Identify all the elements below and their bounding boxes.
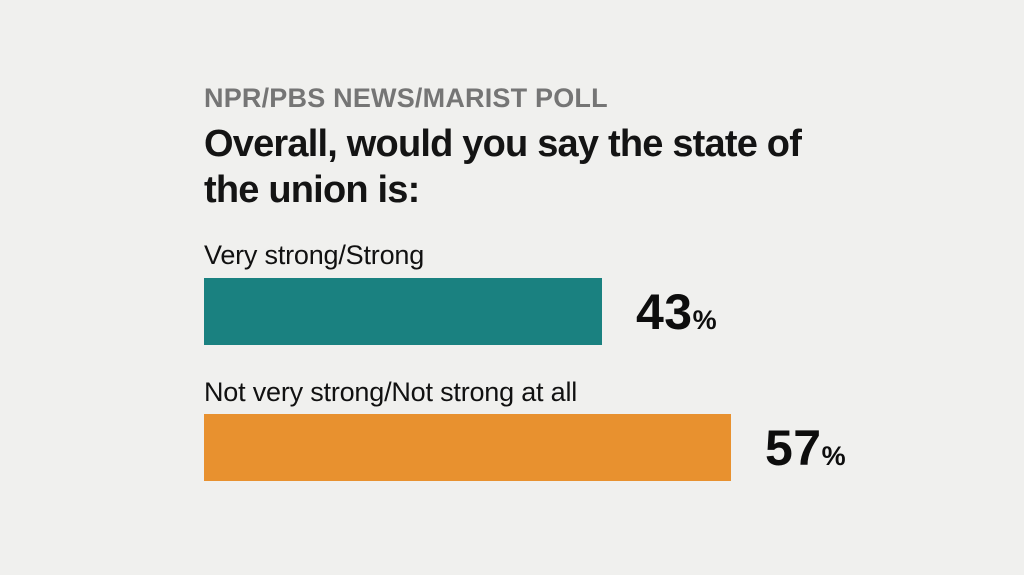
value-number: 57 <box>765 419 822 476</box>
value-number: 43 <box>636 283 693 340</box>
poll-question-line-2: the union is: <box>204 169 420 211</box>
bar-label-not-strong: Not very strong/Not strong at all <box>204 377 578 407</box>
percent-sign: % <box>692 304 717 335</box>
value-label-not-strong: 57% <box>765 419 846 477</box>
bar-not-strong <box>204 414 731 481</box>
percent-sign: % <box>821 440 846 471</box>
bar-row-very-strong: 43% <box>204 278 717 345</box>
poll-question-title: Overall, would you say the state of the … <box>204 121 802 213</box>
poll-source-kicker: NPR/PBS NEWS/MARIST POLL <box>204 83 608 113</box>
value-label-very-strong: 43% <box>636 283 717 341</box>
bar-label-very-strong: Very strong/Strong <box>204 240 425 270</box>
bar-very-strong <box>204 278 602 345</box>
poll-question-line-1: Overall, would you say the state of <box>204 123 802 165</box>
bar-row-not-strong: 57% <box>204 414 846 481</box>
